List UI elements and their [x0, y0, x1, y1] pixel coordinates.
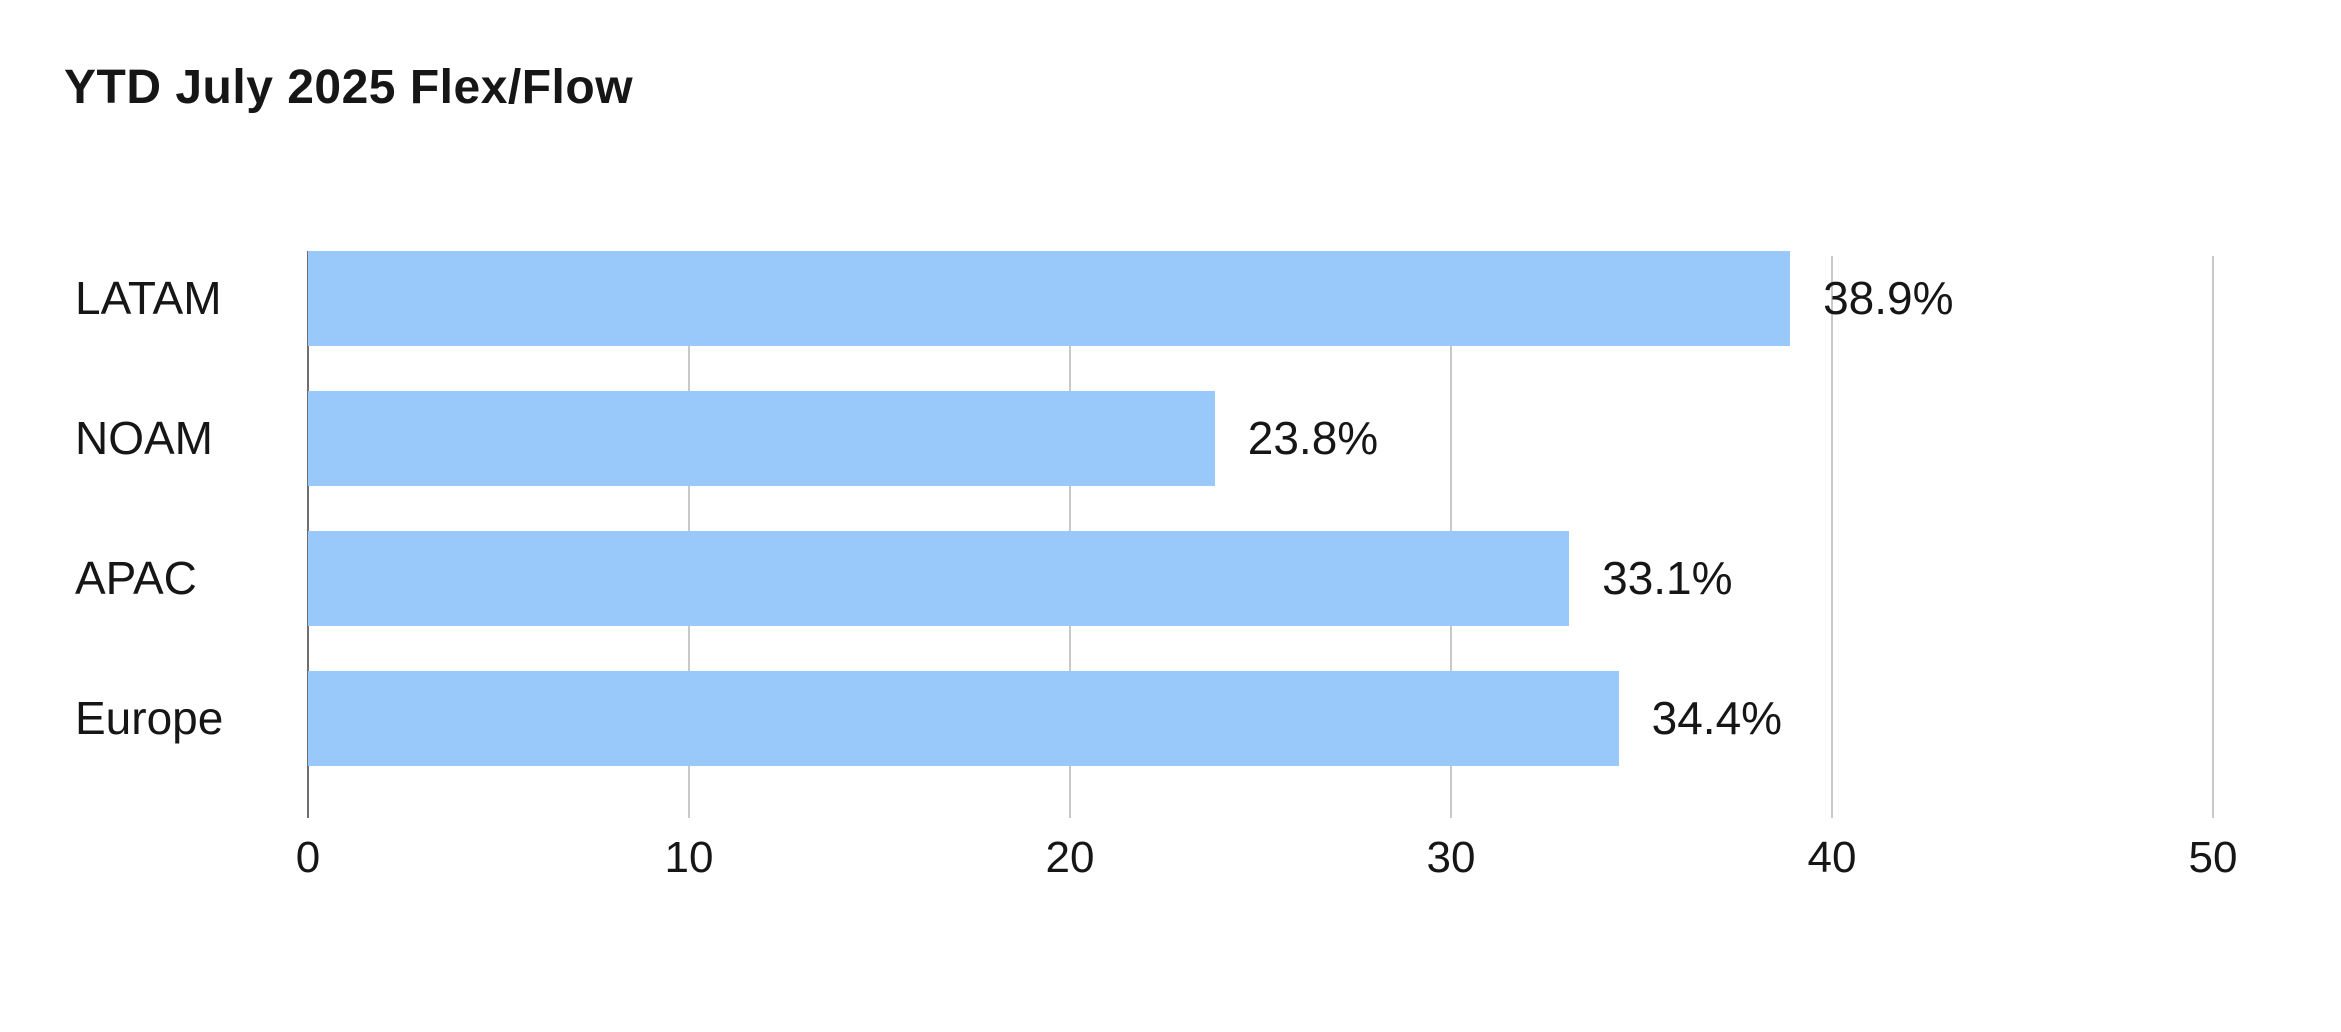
category-label-noam: NOAM — [75, 412, 213, 464]
chart-title: YTD July 2025 Flex/Flow — [64, 61, 634, 114]
category-label-apac: APAC — [75, 552, 197, 604]
x-tick-label-30: 30 — [1426, 833, 1476, 882]
gridline-40 — [1831, 256, 1833, 818]
x-tick-label-50: 50 — [2188, 833, 2238, 882]
value-label-latam: 38.9% — [1823, 272, 1954, 324]
value-label-apac: 33.1% — [1602, 552, 1733, 604]
x-tick-label-40: 40 — [1807, 833, 1857, 882]
x-tick-label-20: 20 — [1045, 833, 1095, 882]
gridline-50 — [2212, 256, 2214, 818]
bar-latam — [308, 251, 1791, 346]
category-label-europe: Europe — [75, 692, 224, 744]
bar-noam — [308, 391, 1215, 486]
bar-europe — [308, 671, 1619, 766]
x-tick-label-0: 0 — [295, 833, 321, 882]
x-tick-label-10: 10 — [664, 833, 714, 882]
value-label-europe: 34.4% — [1651, 692, 1783, 744]
value-label-noam: 23.8% — [1247, 412, 1379, 464]
bar-apac — [308, 531, 1570, 626]
category-label-latam: LATAM — [75, 272, 222, 324]
